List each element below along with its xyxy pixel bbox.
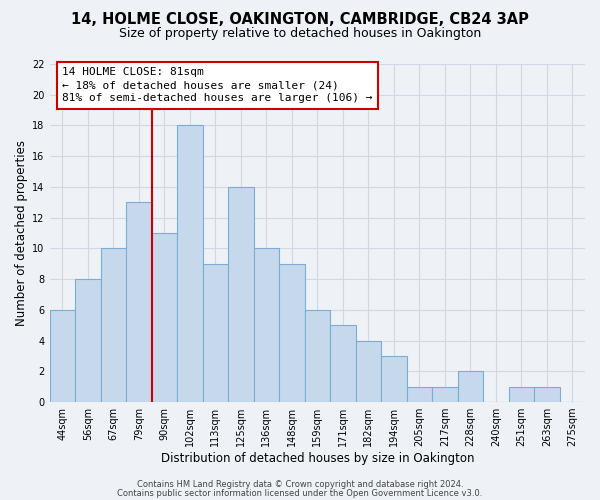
Bar bbox=[407, 386, 432, 402]
Bar bbox=[534, 386, 560, 402]
Text: 14 HOLME CLOSE: 81sqm
← 18% of detached houses are smaller (24)
81% of semi-deta: 14 HOLME CLOSE: 81sqm ← 18% of detached … bbox=[62, 67, 373, 104]
Text: Size of property relative to detached houses in Oakington: Size of property relative to detached ho… bbox=[119, 28, 481, 40]
Text: Contains public sector information licensed under the Open Government Licence v3: Contains public sector information licen… bbox=[118, 488, 482, 498]
Bar bbox=[432, 386, 458, 402]
Bar bbox=[305, 310, 330, 402]
Bar bbox=[279, 264, 305, 402]
Bar bbox=[356, 340, 381, 402]
Y-axis label: Number of detached properties: Number of detached properties bbox=[15, 140, 28, 326]
Bar bbox=[330, 325, 356, 402]
Bar bbox=[75, 279, 101, 402]
Text: Contains HM Land Registry data © Crown copyright and database right 2024.: Contains HM Land Registry data © Crown c… bbox=[137, 480, 463, 489]
Bar bbox=[152, 233, 177, 402]
Bar bbox=[203, 264, 228, 402]
X-axis label: Distribution of detached houses by size in Oakington: Distribution of detached houses by size … bbox=[161, 452, 474, 465]
Bar bbox=[254, 248, 279, 402]
Bar bbox=[126, 202, 152, 402]
Bar bbox=[509, 386, 534, 402]
Bar bbox=[177, 126, 203, 402]
Bar bbox=[228, 187, 254, 402]
Text: 14, HOLME CLOSE, OAKINGTON, CAMBRIDGE, CB24 3AP: 14, HOLME CLOSE, OAKINGTON, CAMBRIDGE, C… bbox=[71, 12, 529, 28]
Bar bbox=[381, 356, 407, 402]
Bar bbox=[50, 310, 75, 402]
Bar bbox=[458, 372, 483, 402]
Bar bbox=[101, 248, 126, 402]
